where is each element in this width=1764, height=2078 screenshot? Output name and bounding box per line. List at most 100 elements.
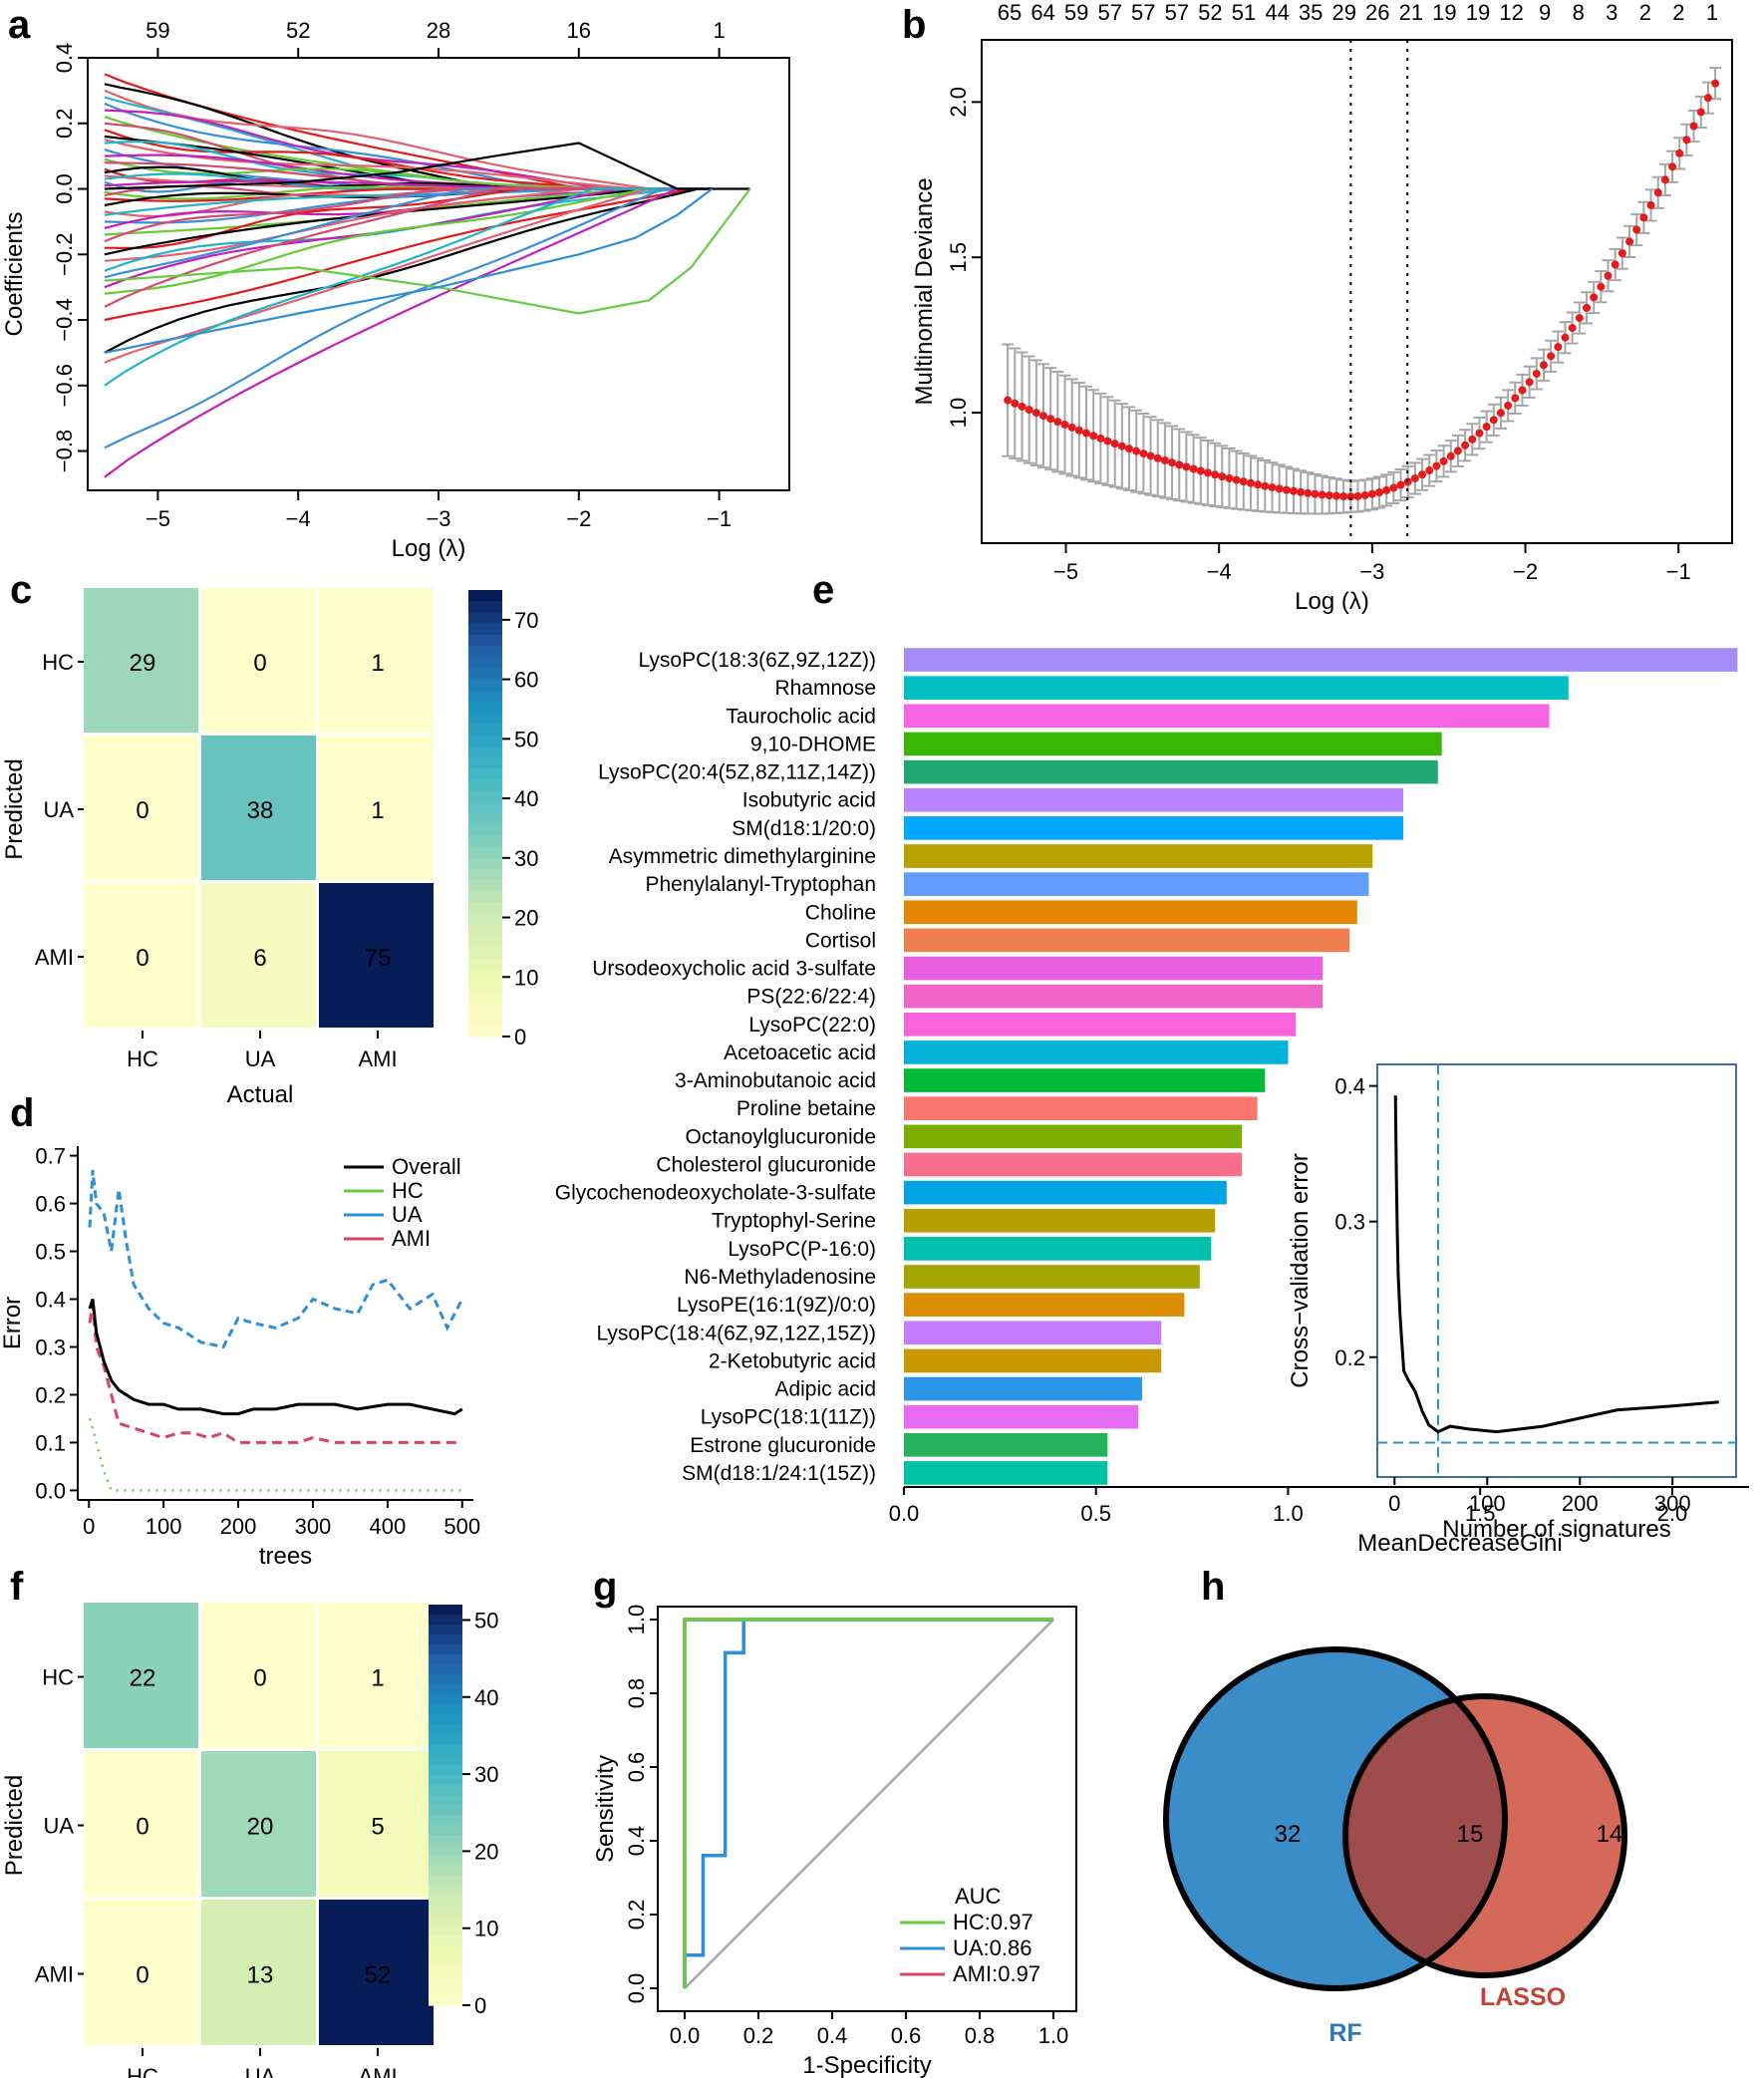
deviance-point xyxy=(1182,462,1191,471)
col-label: UA xyxy=(245,2064,276,2078)
cell-value: 29 xyxy=(130,650,156,677)
colorbar-label: 40 xyxy=(514,786,538,811)
colorbar-segment xyxy=(429,1724,462,1736)
cell-value: 0 xyxy=(253,650,266,677)
colorbar-label: 20 xyxy=(514,906,538,931)
deviance-point xyxy=(1604,271,1613,280)
y-tick-label: 2.0 xyxy=(946,87,971,118)
row-label: HC xyxy=(42,650,74,675)
colorbar-segment xyxy=(468,958,502,971)
inset-y-tick-label: 0.3 xyxy=(1334,1210,1365,1235)
x-axis-label: Log (λ) xyxy=(392,535,466,562)
x-tick-label: 200 xyxy=(220,1514,257,1539)
cell-value: 0 xyxy=(136,1962,148,1989)
top-tick-label: 52 xyxy=(286,18,310,43)
importance-bar xyxy=(904,1124,1243,1149)
colorbar-segment xyxy=(468,902,502,915)
y-tick-label: −0.4 xyxy=(52,298,77,341)
colorbar-segment xyxy=(429,1815,462,1826)
deviance-point xyxy=(1389,483,1398,492)
deviance-point xyxy=(1103,437,1112,445)
y-axis-label: Multinomial Deviance xyxy=(911,177,938,405)
deviance-point xyxy=(1339,492,1348,501)
top-count-label: 59 xyxy=(1064,0,1088,25)
x-tick-label: 0.8 xyxy=(965,2023,996,2048)
deviance-point xyxy=(1446,451,1455,460)
deviance-point xyxy=(1004,396,1013,405)
x-tick-label: 1.5 xyxy=(1465,1501,1496,1526)
cell-value: 13 xyxy=(247,1962,274,1989)
deviance-point xyxy=(1353,491,1362,500)
deviance-point xyxy=(1246,478,1255,487)
row-label: UA xyxy=(43,797,74,822)
colorbar-segment xyxy=(468,657,502,669)
top-count-label: 26 xyxy=(1365,0,1389,25)
matrix-cell xyxy=(84,1900,198,2045)
feature-label: 3-Aminobutanoic acid xyxy=(675,1069,876,1092)
colorbar-segment xyxy=(429,1994,462,2006)
deviance-point xyxy=(1525,378,1534,387)
matrix-cell xyxy=(319,1603,434,1748)
coef-path xyxy=(104,187,714,354)
row-label: HC xyxy=(42,1665,74,1690)
deviance-point xyxy=(1196,466,1205,475)
panel-label-f: f xyxy=(10,1565,24,1609)
deviance-point xyxy=(1168,458,1177,467)
feature-label: Isobutyric acid xyxy=(742,789,876,812)
top-count-label: 44 xyxy=(1265,0,1289,25)
colorbar-segment xyxy=(468,925,502,937)
cell-value: 20 xyxy=(247,1814,274,1841)
colorbar-segment xyxy=(468,713,502,725)
legend-label: AMI xyxy=(392,1226,431,1251)
importance-bar xyxy=(904,844,1373,868)
legend-title: AUC xyxy=(955,1884,1002,1909)
y-axis-label: Coefficients xyxy=(1,212,28,337)
feature-label: LysoPC(22:0) xyxy=(748,1014,876,1037)
deviance-point xyxy=(1132,446,1141,455)
matrix-cell xyxy=(319,1751,434,1897)
importance-bar xyxy=(904,1012,1297,1037)
deviance-point xyxy=(1625,237,1634,246)
deviance-point xyxy=(1475,429,1484,438)
importance-bar xyxy=(904,648,1738,672)
colorbar-label: 70 xyxy=(514,608,538,633)
colorbar-label: 0 xyxy=(474,1993,486,2018)
deviance-point xyxy=(1297,487,1306,496)
deviance-point xyxy=(1225,473,1234,482)
colorbar-segment xyxy=(429,1875,462,1886)
feature-label: Rhamnose xyxy=(774,677,876,700)
colorbar-segment xyxy=(468,1003,502,1016)
colorbar-segment xyxy=(429,1885,462,1897)
colorbar-segment xyxy=(468,947,502,960)
deviance-point xyxy=(1410,473,1419,482)
y-tick-label: 0.2 xyxy=(35,1382,66,1407)
top-count-label: 29 xyxy=(1331,0,1355,25)
inset-x-tick-label: 200 xyxy=(1562,1491,1599,1516)
importance-bar xyxy=(904,984,1323,1009)
deviance-point xyxy=(1653,188,1662,197)
deviance-point xyxy=(1311,489,1320,498)
deviance-point xyxy=(1396,480,1405,489)
importance-bar xyxy=(904,1208,1216,1233)
inset-frame xyxy=(1376,1063,1737,1478)
inset-y-label: Cross−validation error xyxy=(1287,1153,1314,1387)
matrix-cell xyxy=(84,883,198,1028)
y-tick-label: 1.0 xyxy=(624,1605,649,1635)
importance-bar xyxy=(904,1237,1212,1261)
inset-x-tick-label: 100 xyxy=(1469,1491,1506,1516)
colorbar-segment xyxy=(468,869,502,881)
cell-value: 22 xyxy=(130,1665,156,1692)
matrix-cell xyxy=(201,1751,316,1897)
deviance-point xyxy=(1597,282,1606,291)
deviance-point xyxy=(1489,416,1498,425)
deviance-point xyxy=(1532,369,1541,378)
deviance-point xyxy=(1575,314,1584,323)
deviance-point xyxy=(1518,386,1527,395)
deviance-point xyxy=(1539,361,1548,370)
deviance-point xyxy=(1632,225,1641,234)
feature-label: N6-Methyladenosine xyxy=(684,1266,876,1289)
feature-label: SM(d18:1/20:0) xyxy=(732,817,876,840)
feature-label: PS(22:6/22:4) xyxy=(746,986,876,1009)
coef-path xyxy=(104,187,713,322)
